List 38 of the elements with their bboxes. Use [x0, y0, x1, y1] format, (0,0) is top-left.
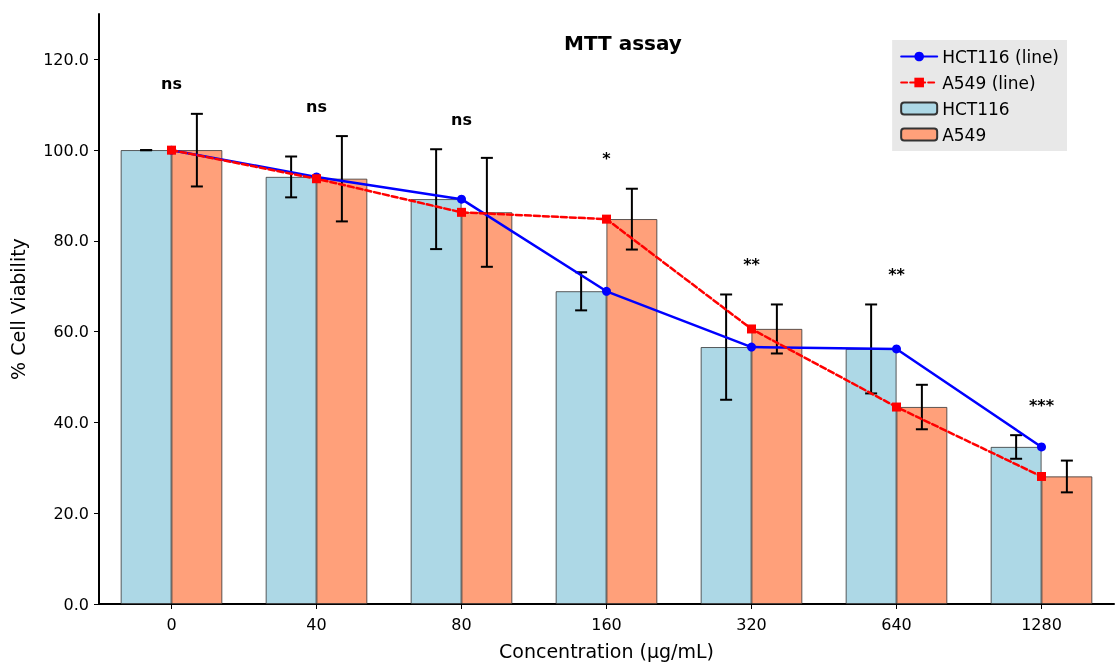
point: [602, 286, 611, 296]
y-axis-title: % Cell Viability: [6, 238, 29, 380]
legend-label: HCT116: [942, 98, 1010, 119]
annotation: *: [602, 149, 612, 169]
x-axis-title: Concentration (µg/mL): [499, 639, 714, 662]
point: [1037, 442, 1046, 452]
annotation: ns: [306, 96, 327, 116]
y-tick-label: 40.0: [53, 412, 89, 432]
point: [457, 207, 466, 217]
annotation: **: [743, 254, 761, 274]
y-tick-label: 0.0: [63, 594, 89, 614]
legend-label: A549 (line): [942, 72, 1036, 93]
y-tick-label: 100.0: [43, 140, 89, 160]
x-tick-label: 640: [881, 614, 912, 634]
y-tick-label: 80.0: [53, 231, 89, 251]
x-tick-label: 0: [166, 614, 177, 634]
point: [602, 214, 611, 224]
y-tick-label: 60.0: [53, 322, 89, 342]
y-tick-label: 120.0: [43, 49, 89, 69]
annotation: ***: [1028, 395, 1055, 415]
point: [747, 342, 756, 352]
x-tick-label: 160: [591, 614, 622, 634]
annotation: **: [888, 264, 906, 284]
text: MTT assay: [564, 31, 682, 55]
point: [892, 402, 901, 412]
point: [1037, 471, 1046, 481]
legend-label: HCT116 (line): [942, 46, 1060, 67]
y-tick-label: 20.0: [53, 503, 89, 523]
point: [892, 344, 901, 354]
x-tick-label: 40: [306, 614, 327, 634]
x-tick-label: 320: [736, 614, 767, 634]
legend-label: A549: [942, 124, 987, 145]
annotation: ns: [451, 109, 472, 129]
annotation: ns: [161, 74, 182, 94]
point: [457, 194, 466, 204]
point: [747, 324, 756, 334]
x-tick-label: 80: [451, 614, 472, 634]
x-tick-label: 1280: [1021, 614, 1062, 634]
